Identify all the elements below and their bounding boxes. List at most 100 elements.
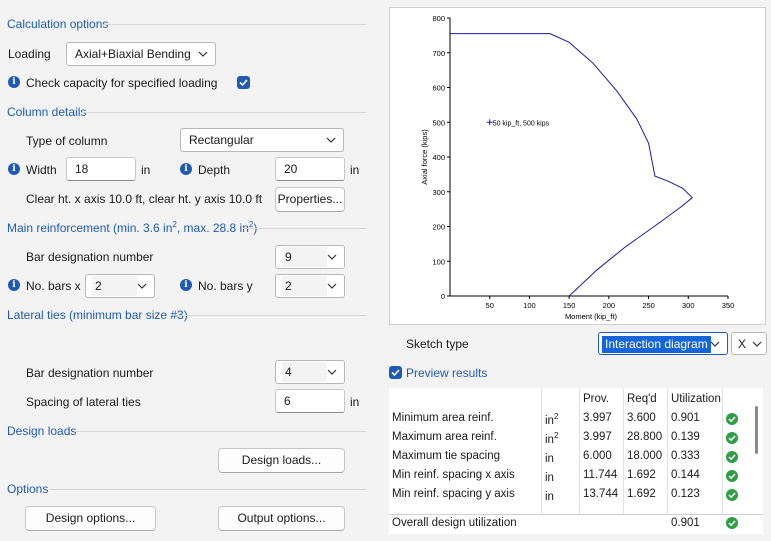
bars-y-select[interactable]: 2 <box>275 274 345 298</box>
divider <box>389 514 763 515</box>
result-name: Maximum area reinf. <box>392 431 497 443</box>
check-capacity-checkbox[interactable] <box>237 76 250 89</box>
depth-input[interactable]: 20 <box>275 157 345 181</box>
info-icon[interactable]: i <box>8 279 20 291</box>
bars-y-value: 2 <box>282 276 327 296</box>
column-divider <box>541 388 542 514</box>
result-name: Maximum tie spacing <box>392 450 501 462</box>
result-unit: in2 <box>545 412 559 427</box>
result-unit: in <box>545 452 554 465</box>
result-name: Min reinf. spacing y axis <box>392 488 515 500</box>
column-details-heading: Column details <box>7 105 87 119</box>
chevron-down-icon <box>752 333 762 347</box>
tie-spacing-input[interactable]: 6 <box>275 389 345 413</box>
check-ok-icon <box>726 432 738 444</box>
result-provided: 3.997 <box>583 431 612 443</box>
x-tick-label: 200 <box>603 301 616 310</box>
check-ok-icon <box>726 413 738 425</box>
chevron-down-icon <box>198 43 208 57</box>
x-tick-label: 250 <box>642 301 655 310</box>
preview-results-label: Preview results <box>406 366 488 380</box>
bars-x-value: 2 <box>92 276 137 296</box>
x-axis-label: Moment (kip_ft) <box>565 312 618 321</box>
info-icon[interactable]: i <box>180 279 192 291</box>
divider <box>74 431 366 432</box>
overall-utilization-label: Overall design utilization <box>392 517 517 529</box>
check-ok-icon <box>726 470 738 482</box>
main-bar-value: 9 <box>282 247 327 267</box>
design-options-button[interactable]: Design options... <box>25 506 156 531</box>
chevron-down-icon <box>327 361 337 375</box>
sketch-type-label: Sketch type <box>406 337 469 351</box>
y-tick-label: 300 <box>432 188 445 197</box>
main-reinforcement-heading: Main reinforcement (min. 3.6 in2, max. 2… <box>7 220 257 235</box>
results-table: Prov. Req'd Utilization Minimum area rei… <box>389 388 763 534</box>
tie-bar-select[interactable]: 4 <box>275 360 345 384</box>
chevron-down-icon <box>326 129 336 143</box>
check-ok-icon <box>726 451 738 463</box>
interaction-diagram-chart: 0 100 200 300 400 500 600 700 800 50 100 150 200 250 3… <box>420 14 735 321</box>
tie-spacing-unit: in <box>350 395 360 409</box>
x-tick-label: 350 <box>722 301 735 310</box>
column-divider <box>667 388 668 514</box>
y-tick-label: 200 <box>432 223 445 232</box>
result-utilization: 0.123 <box>671 488 700 500</box>
sketch-axis-select[interactable]: X <box>731 332 767 355</box>
result-required: 1.692 <box>627 488 656 500</box>
load-point-label: 50 kip_ft, 500 kips <box>493 120 550 127</box>
y-tick-label: 700 <box>432 49 445 58</box>
loading-select[interactable]: Axial+Biaxial Bending <box>66 42 216 66</box>
info-icon[interactable]: i <box>8 76 20 88</box>
x-tick-label: 100 <box>523 301 536 310</box>
chevron-down-icon <box>710 333 720 347</box>
x-tick-label: 50 <box>486 301 494 310</box>
result-name: Min reinf. spacing x axis <box>392 469 515 481</box>
header-reqd: Req'd <box>627 393 657 405</box>
design-loads-button[interactable]: Design loads... <box>218 448 345 473</box>
result-unit: in2 <box>545 431 559 446</box>
output-options-button[interactable]: Output options... <box>218 506 345 531</box>
y-tick-label: 0 <box>441 292 445 301</box>
info-icon[interactable]: i <box>180 163 192 175</box>
main-bar-select[interactable]: 9 <box>275 245 345 269</box>
result-provided: 11.744 <box>583 469 618 481</box>
result-provided: 13.744 <box>583 488 619 500</box>
properties-button[interactable]: Properties... <box>275 187 345 212</box>
tie-bar-designation-label: Bar designation number <box>26 366 154 380</box>
divider <box>176 315 366 316</box>
divider <box>243 228 366 229</box>
loading-select-value: Axial+Biaxial Bending <box>75 47 191 61</box>
check-ok-icon <box>726 489 738 501</box>
width-unit: in <box>141 163 151 177</box>
bars-y-label: No. bars y <box>198 279 253 293</box>
info-icon[interactable]: i <box>8 163 20 175</box>
y-tick-label: 500 <box>432 118 445 127</box>
sketch-type-select[interactable]: Interaction diagram <box>598 332 728 355</box>
tie-bar-value: 4 <box>282 362 327 382</box>
chevron-down-icon <box>327 275 337 289</box>
column-divider <box>722 388 723 514</box>
chevron-down-icon <box>327 246 337 260</box>
y-tick-label: 600 <box>432 84 445 93</box>
x-tick-label: 150 <box>563 301 576 310</box>
bars-x-label: No. bars x <box>26 279 81 293</box>
result-name: Minimum area reinf. <box>392 412 494 424</box>
scrollbar-thumb[interactable] <box>755 406 758 454</box>
preview-results-checkbox[interactable] <box>389 366 402 379</box>
divider <box>82 112 366 113</box>
y-tick-label: 800 <box>432 14 445 23</box>
result-required: 1.692 <box>627 469 656 481</box>
y-tick-label: 400 <box>432 153 445 162</box>
result-required: 28.800 <box>627 431 663 443</box>
header-utilization: Utilization <box>671 393 721 405</box>
width-input[interactable]: 18 <box>66 157 136 181</box>
divider <box>104 24 366 25</box>
column-type-select[interactable]: Rectangular <box>180 128 344 152</box>
bars-x-select[interactable]: 2 <box>85 274 155 298</box>
result-required: 18.000 <box>627 450 663 462</box>
design-loads-heading: Design loads <box>7 424 77 438</box>
result-utilization: 0.139 <box>671 431 700 443</box>
result-utilization: 0.333 <box>671 450 700 462</box>
divider <box>50 489 366 490</box>
clear-height-text: Clear ht. x axis 10.0 ft, clear ht. y ax… <box>26 192 263 206</box>
